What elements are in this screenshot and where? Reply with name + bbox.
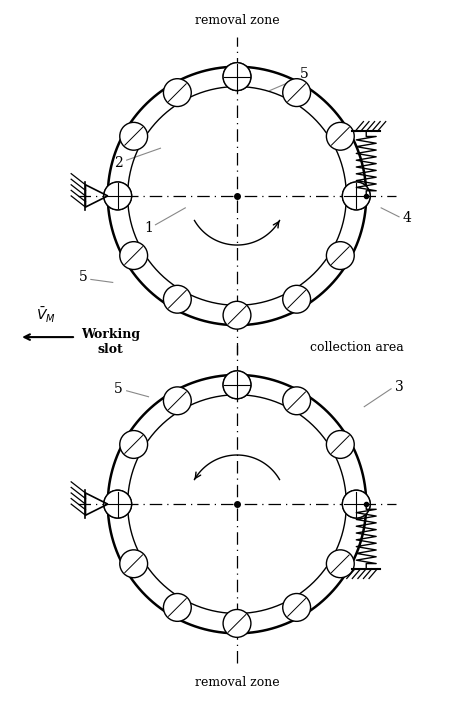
- Circle shape: [342, 490, 370, 518]
- Circle shape: [120, 550, 147, 578]
- Circle shape: [104, 182, 132, 210]
- Circle shape: [223, 371, 251, 399]
- Circle shape: [327, 431, 354, 458]
- Text: 3: 3: [395, 380, 403, 394]
- Circle shape: [164, 593, 191, 621]
- Circle shape: [342, 182, 370, 210]
- Circle shape: [327, 242, 354, 269]
- Circle shape: [120, 242, 147, 269]
- Text: 4: 4: [402, 211, 411, 225]
- Text: removal zone: removal zone: [195, 14, 279, 27]
- Circle shape: [223, 371, 251, 399]
- Circle shape: [164, 78, 191, 107]
- Text: removal zone: removal zone: [195, 676, 279, 689]
- Text: 5: 5: [79, 271, 87, 284]
- Circle shape: [283, 286, 310, 313]
- Circle shape: [104, 182, 132, 210]
- Circle shape: [283, 387, 310, 415]
- Circle shape: [104, 490, 132, 518]
- Circle shape: [164, 387, 191, 415]
- Circle shape: [164, 286, 191, 313]
- Circle shape: [223, 63, 251, 90]
- Text: 1: 1: [144, 221, 153, 235]
- Circle shape: [120, 431, 147, 458]
- Text: 5: 5: [300, 66, 309, 81]
- Circle shape: [327, 550, 354, 578]
- Circle shape: [327, 122, 354, 150]
- Circle shape: [342, 182, 370, 210]
- Text: $\bar{V}_{M}$: $\bar{V}_{M}$: [36, 306, 56, 325]
- Text: collection area: collection area: [310, 341, 403, 354]
- Circle shape: [283, 78, 310, 107]
- Text: 2: 2: [114, 156, 123, 170]
- Text: 5: 5: [114, 382, 123, 396]
- Circle shape: [104, 490, 132, 518]
- Text: Working
slot: Working slot: [81, 328, 140, 356]
- Circle shape: [223, 301, 251, 329]
- Circle shape: [120, 122, 147, 150]
- Circle shape: [283, 593, 310, 621]
- Circle shape: [223, 63, 251, 90]
- Circle shape: [342, 490, 370, 518]
- Circle shape: [223, 609, 251, 637]
